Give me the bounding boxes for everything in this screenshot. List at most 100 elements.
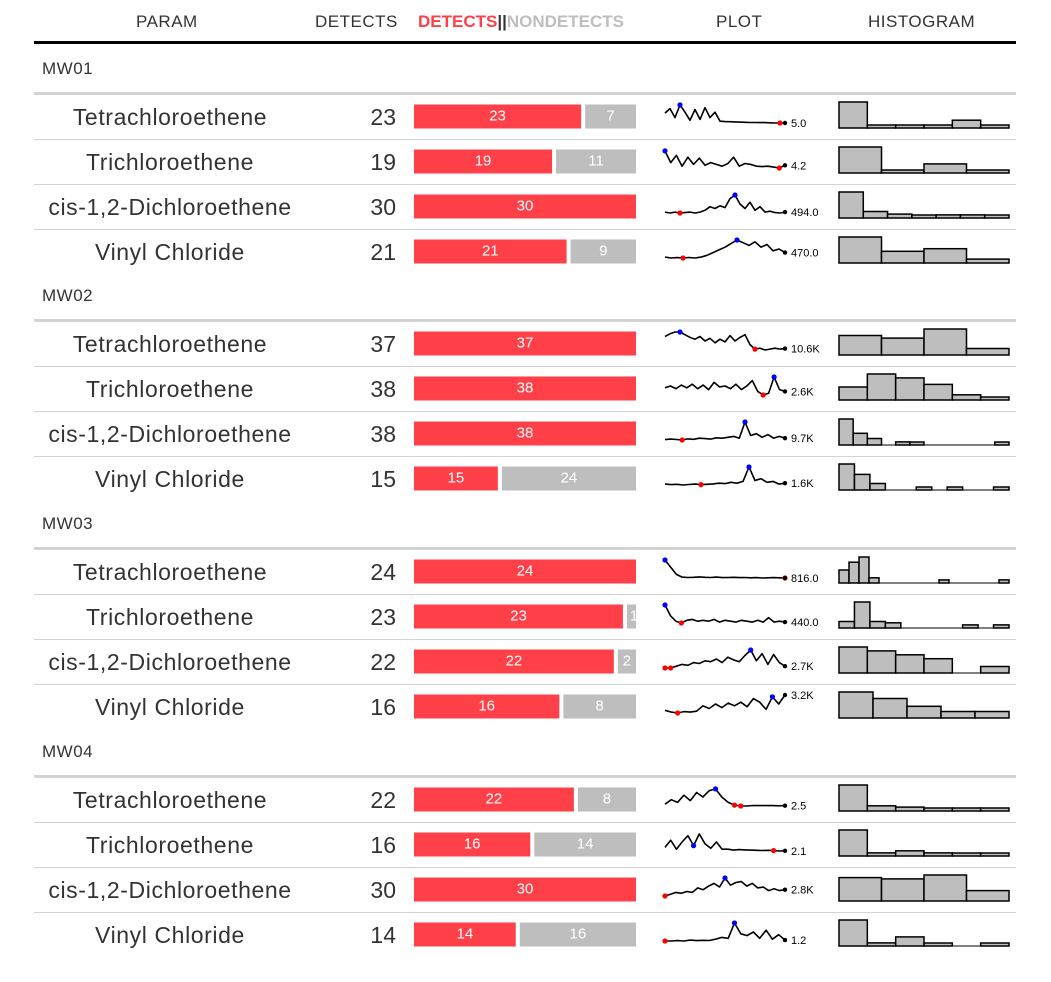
sparkline-last-value: 2.1 <box>791 846 806 858</box>
table-row: 30 0 2.8K <box>414 874 1010 902</box>
histogram-bar <box>880 250 925 264</box>
histogram-bar <box>858 556 870 584</box>
table-row: 38 0 9.7K <box>414 418 1010 446</box>
bar-nondetects-label: 14 <box>577 836 594 853</box>
histogram-bar <box>866 437 883 446</box>
sparkline <box>664 694 786 714</box>
bar-nondetects-label: 1 <box>630 608 638 625</box>
sparkline <box>664 150 786 169</box>
detects-bar: 22 2 <box>414 649 636 674</box>
group-rule <box>34 319 1016 322</box>
histogram-bar <box>923 874 968 902</box>
histogram-bar <box>940 710 976 719</box>
sparkline-min-point <box>731 802 738 808</box>
sparkline-last-value: 9.7K <box>791 433 814 445</box>
header-detects[interactable]: DETECTS <box>315 12 398 31</box>
detects-bar: 38 0 <box>414 421 670 446</box>
histogram-bar <box>894 441 911 446</box>
bar-detects-segment <box>414 239 567 264</box>
bar-detects-segment <box>414 922 516 947</box>
bar-detects-segment <box>414 331 636 356</box>
header-histogram[interactable]: HISTOGRAM <box>868 12 976 31</box>
row-divider <box>34 184 1016 185</box>
histogram-bar <box>866 852 897 857</box>
sparkline-last-value: 2.6K <box>791 386 814 398</box>
detects-count: 19 <box>370 149 396 175</box>
header-bar-sep: || <box>497 12 507 31</box>
sparkline-end-point <box>782 664 788 669</box>
histogram-bar <box>869 482 887 491</box>
header-bar-nondetects: NONDETECTS <box>506 12 624 31</box>
sparkline-max-point <box>722 875 728 881</box>
bar-detects-label: 21 <box>482 243 499 260</box>
group-label-mw02: MW02 <box>42 286 94 305</box>
sparkline-end-point <box>782 346 788 351</box>
bar-nondetects-label: 16 <box>570 926 587 943</box>
detects-bar: 30 0 <box>414 877 636 902</box>
histogram-bar <box>935 214 962 219</box>
sparkline-min-point <box>752 346 758 352</box>
sparkline-min-point <box>760 392 766 398</box>
param-name: Vinyl Chloride <box>95 466 245 492</box>
histogram-bar <box>848 561 860 584</box>
header-param[interactable]: PARAM <box>136 12 198 31</box>
sparkline-min-point <box>738 803 744 809</box>
bar-detects-segment <box>414 376 636 401</box>
sparkline-last-value: 2.8K <box>791 885 814 897</box>
sparkline-max-point <box>742 419 748 425</box>
detects-count: 15 <box>370 466 396 492</box>
sparkline <box>664 833 786 852</box>
sparkline <box>664 466 786 486</box>
histogram-bar <box>992 486 1010 491</box>
bar-detects-segment <box>414 104 582 129</box>
histogram-bar <box>994 441 1010 446</box>
header-plot[interactable]: PLOT <box>716 12 763 31</box>
histogram-bar <box>894 936 925 947</box>
histogram-bar <box>862 210 889 219</box>
table-row: 19 11 4.2 <box>414 146 1010 174</box>
bar-nondetects-label: 9 <box>599 243 607 260</box>
param-name: cis-1,2-Dichloroethene <box>48 649 292 675</box>
bar-nondetects-segment <box>556 149 636 174</box>
bar-nondetects-label: 0 <box>651 563 659 580</box>
histogram-bar <box>838 829 869 857</box>
bar-nondetects-segment <box>563 694 636 719</box>
header-rule <box>34 41 1016 44</box>
row-divider <box>34 867 1016 868</box>
sparkline-end-point <box>782 163 788 168</box>
histogram-bar <box>979 665 1010 674</box>
histogram-bar <box>998 579 1010 584</box>
histogram-bar <box>838 386 869 401</box>
sparkline-last-value: 1.6K <box>791 478 814 490</box>
bar-detects-segment <box>414 787 574 812</box>
bar-nondetects-segment <box>640 422 670 446</box>
histogram-bar <box>965 889 1010 902</box>
detects-count: 16 <box>370 694 396 720</box>
histogram-bar <box>979 124 1010 129</box>
sparkline-max-point <box>662 602 668 608</box>
param-name: Trichloroethene <box>86 604 254 630</box>
param-name: Tetrachloroethene <box>72 559 268 585</box>
histogram-bar <box>923 163 968 174</box>
detects-count: 21 <box>370 239 396 265</box>
bar-detects-label: 16 <box>464 836 481 853</box>
bar-nondetects-segment <box>640 332 670 356</box>
param-name: Trichloroethene <box>86 832 254 858</box>
row-divider <box>34 456 1016 457</box>
sparkline-last-value: 440.0 <box>791 617 819 629</box>
detects-bar: 22 8 <box>414 787 636 812</box>
sparkline-end-point <box>782 848 788 854</box>
table-row: 21 9 470.0 <box>414 236 1010 264</box>
bar-nondetects-label: 0 <box>651 425 659 442</box>
histogram-bar <box>951 807 982 812</box>
header-bar-title[interactable]: DETECTS||NONDETECTS <box>418 10 624 34</box>
sparkline-max-point <box>732 192 738 198</box>
sparkline-max-point <box>734 237 740 243</box>
bar-detects-label: 38 <box>517 425 534 442</box>
sparkline <box>664 331 786 351</box>
detects-bar: 24 0 <box>414 559 659 584</box>
histogram-bar <box>866 124 897 129</box>
histogram-bar <box>923 657 954 674</box>
detects-count: 22 <box>370 787 396 813</box>
bar-nondetects-label: 8 <box>595 698 603 715</box>
